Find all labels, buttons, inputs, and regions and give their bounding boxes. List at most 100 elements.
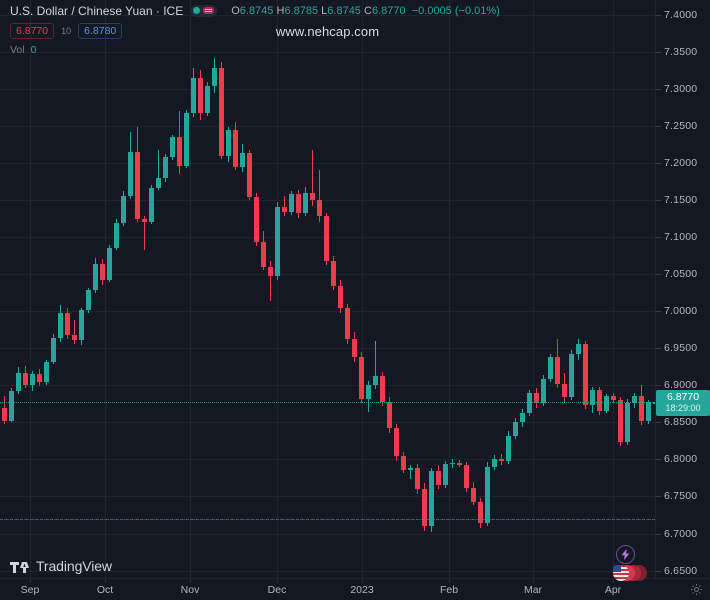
candle-body <box>387 401 392 429</box>
time-tick-notch <box>190 579 191 583</box>
price-tick-label: 7.4000 <box>656 9 697 21</box>
candle-body <box>408 468 413 470</box>
candle-body <box>219 68 224 156</box>
ohlc-change: −0.0005 (−0.01%) <box>411 4 500 17</box>
candle-body <box>485 466 490 524</box>
candle-body <box>380 376 385 402</box>
time-tick-notch <box>533 579 534 583</box>
candle-body <box>233 130 238 167</box>
candle-body <box>184 112 189 166</box>
candle-body <box>51 337 56 362</box>
price-tick-label: 7.3000 <box>656 83 697 95</box>
price-tick-label: 7.0500 <box>656 268 697 280</box>
candle-body <box>401 456 406 470</box>
chart-legend: U.S. Dollar / Chinese Yuan · ICE O6.8745… <box>10 3 500 58</box>
candle-body <box>93 263 98 291</box>
candle-body <box>443 463 448 485</box>
grid-line-horizontal <box>0 51 655 53</box>
candle-body <box>79 309 84 341</box>
grid-line-horizontal <box>0 88 655 90</box>
ohlc-open-value: 6.8745 <box>239 4 274 17</box>
current-price-badge: 6.8770 18:29:00 <box>656 390 710 417</box>
candle-wick <box>312 149 313 206</box>
grid-line-horizontal <box>0 14 655 16</box>
gear-icon[interactable] <box>690 583 703 596</box>
candle-body <box>415 468 420 490</box>
candle-body <box>338 286 343 309</box>
ohlc-low-key: L <box>321 4 328 17</box>
candle-body <box>114 223 119 248</box>
grid-line-vertical <box>105 0 106 578</box>
candle-body <box>163 157 168 178</box>
grid-line-horizontal <box>0 422 655 424</box>
symbol-title[interactable]: U.S. Dollar / Chinese Yuan · ICE <box>10 3 184 18</box>
legend-row-symbol: U.S. Dollar / Chinese Yuan · ICE O6.8745… <box>10 3 500 18</box>
candle-body <box>583 343 588 405</box>
toggle-dot-icon <box>193 7 201 14</box>
candle-body <box>303 192 308 214</box>
candle-body <box>142 218 147 222</box>
candle-body <box>72 334 77 341</box>
candle-body <box>2 408 7 421</box>
candle-wick <box>270 260 271 301</box>
ask-price[interactable]: 6.8780 <box>78 23 123 39</box>
candle-body <box>632 395 637 404</box>
candle-wick <box>74 320 75 344</box>
grid-line-horizontal <box>0 385 655 387</box>
grid-line-vertical <box>613 0 614 578</box>
candle-body <box>555 357 560 384</box>
lightning-bolt-icon[interactable] <box>616 545 635 564</box>
time-tick-label: 2023 <box>350 584 374 596</box>
price-axis[interactable]: 7.4000 7.3500 7.3000 7.2500 7.2000 7.1500 7.10… <box>655 0 710 578</box>
time-tick-notch <box>277 579 278 583</box>
candle-body <box>212 68 217 86</box>
price-level-line <box>0 402 655 404</box>
candle-body <box>268 266 273 276</box>
candle-body <box>9 390 14 421</box>
price-tick-label: 7.1000 <box>656 231 697 243</box>
candle-body <box>191 77 196 113</box>
candle-body <box>464 464 469 488</box>
grid-line-horizontal <box>0 200 655 202</box>
ohlc-close-key: C <box>364 4 372 17</box>
grid-line-vertical <box>362 0 363 578</box>
tradingview-logo[interactable]: TradingView <box>10 558 112 574</box>
price-tick-label: 6.7000 <box>656 528 697 540</box>
candle-body <box>478 502 483 524</box>
candle-body <box>254 197 259 242</box>
grid-line-vertical <box>533 0 534 578</box>
ohlc-close-value: 6.8770 <box>371 4 406 17</box>
candle-body <box>58 313 63 338</box>
candle-body <box>534 392 539 404</box>
time-tick-notch <box>613 579 614 583</box>
candle-body <box>576 343 581 355</box>
candle-body <box>16 373 21 391</box>
candle-body <box>240 153 245 167</box>
candle-body <box>492 459 497 467</box>
ohlc-values: O6.8745 H6.8785 L6.8745 C6.8770 −0.0005 … <box>231 5 500 17</box>
bid-price[interactable]: 6.8770 <box>10 23 55 39</box>
candle-body <box>156 177 161 189</box>
price-tick-label: 6.8500 <box>656 416 697 428</box>
chart-plot-area[interactable] <box>0 0 655 578</box>
price-tick-label: 6.8000 <box>656 453 697 465</box>
candle-body <box>226 130 231 156</box>
price-tick-label: 6.9000 <box>656 379 697 391</box>
candle-body <box>457 463 462 465</box>
grid-line-horizontal <box>0 570 655 572</box>
visibility-toggle-icon[interactable] <box>190 4 218 17</box>
candle-body <box>149 188 154 222</box>
watermark-text: www.nehcap.com <box>275 24 380 39</box>
tradingview-mark-icon <box>10 560 30 573</box>
candle-body <box>198 77 203 113</box>
price-tick-label: 7.2000 <box>656 157 697 169</box>
price-tick-label: 7.1500 <box>656 194 697 206</box>
candle-body <box>247 153 252 198</box>
candle-body <box>359 357 364 399</box>
grid-line-vertical <box>190 0 191 578</box>
time-tick-notch <box>449 579 450 583</box>
ohlc-high-value: 6.8785 <box>284 4 319 17</box>
time-axis[interactable]: Sep Oct Nov Dec 2023 Feb Mar Apr <box>0 578 710 600</box>
candle-body <box>324 216 329 261</box>
